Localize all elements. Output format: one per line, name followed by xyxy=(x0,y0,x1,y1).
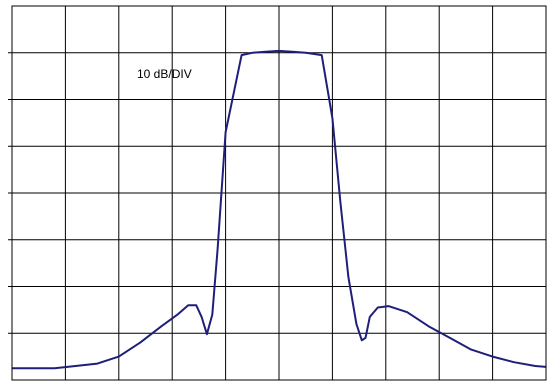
plot-frame xyxy=(11,5,547,381)
spectrum-trace xyxy=(12,49,547,370)
scale-label: 10 dB/DIV xyxy=(137,67,192,81)
grid xyxy=(8,6,546,380)
